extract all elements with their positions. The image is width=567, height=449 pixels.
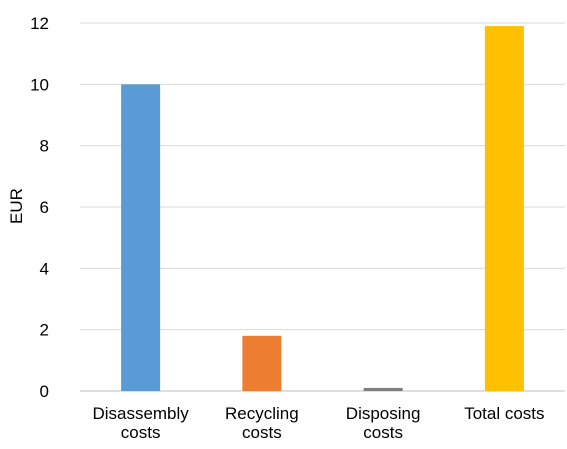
y-tick-label: 0 <box>40 382 49 401</box>
y-tick-label: 10 <box>30 75 49 94</box>
x-tick-label-line: costs <box>121 423 161 442</box>
bars <box>121 26 524 392</box>
x-tick-label-line: costs <box>242 423 282 442</box>
x-tick-label-line: Total costs <box>464 404 544 423</box>
y-tick-labels: 0 2 4 6 8 10 12 <box>30 14 49 401</box>
gridlines <box>80 22 565 392</box>
y-tick-label: 4 <box>40 259 49 278</box>
x-tick-label: Disassembly costs <box>92 404 189 442</box>
y-tick-label: 6 <box>40 198 49 217</box>
y-axis-title: EUR <box>7 188 26 224</box>
x-tick-label: Recycling costs <box>225 404 299 442</box>
x-tick-label-line: Disposing <box>346 404 421 423</box>
bar <box>242 335 282 391</box>
y-tick-label: 12 <box>30 14 49 33</box>
y-tick-label: 8 <box>40 137 49 156</box>
bar <box>484 26 524 392</box>
x-tick-label: Total costs <box>464 404 544 423</box>
y-tick-label: 2 <box>40 321 49 340</box>
x-tick-label-line: Disassembly <box>92 404 189 423</box>
x-tick-label-line: Recycling <box>225 404 299 423</box>
bar <box>121 84 161 391</box>
x-tick-label-line: costs <box>363 423 403 442</box>
bar <box>363 387 403 391</box>
x-tick-label: Disposing costs <box>346 404 421 442</box>
